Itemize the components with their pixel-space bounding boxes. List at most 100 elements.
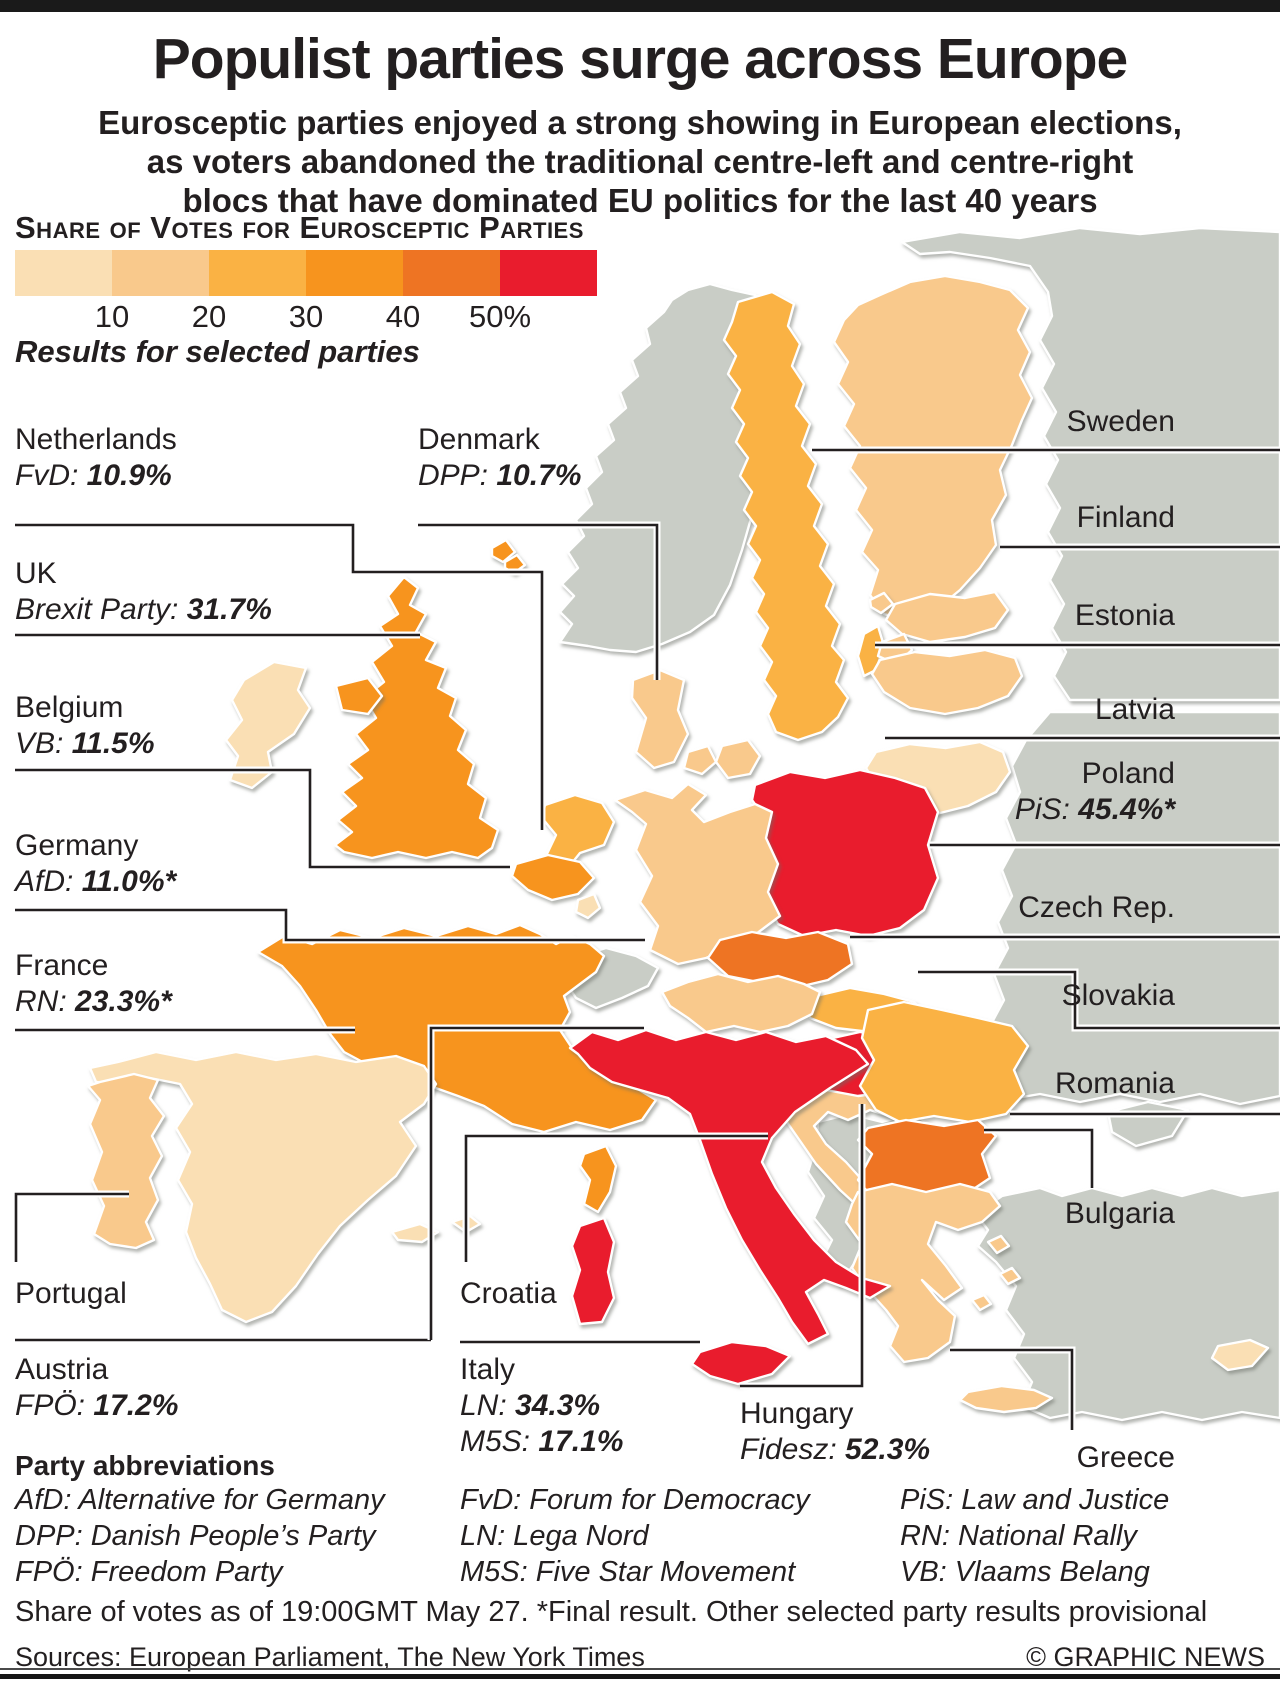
map-shetland	[490, 538, 517, 564]
map-romania	[858, 1000, 1030, 1124]
map-zealand	[714, 738, 762, 780]
legend-tick-50: 50%	[468, 299, 532, 334]
map-uk	[333, 575, 500, 860]
map-crimea	[1106, 1100, 1190, 1148]
party-result: M5S: 17.1%	[460, 1425, 624, 1458]
label-denmark: Denmark DPP: 10.7%	[418, 422, 581, 494]
label-germany: Germany AfD: 11.0%*	[15, 828, 176, 900]
country-name: Hungary	[740, 1397, 854, 1430]
non-eu-countries	[558, 226, 1280, 1422]
country-name: Netherlands	[15, 423, 177, 456]
map-northern-ireland	[334, 676, 384, 716]
leader-denmark	[418, 523, 659, 680]
leader-portugal	[14, 1192, 129, 1262]
bottom-rule-thick	[0, 1674, 1280, 1679]
map-latvia	[870, 648, 1024, 716]
map-estonia	[884, 590, 1010, 644]
party-result: Brexit Party: 31.7%	[15, 593, 272, 626]
legend-swatch-10-20	[112, 250, 209, 296]
map-germany	[613, 782, 782, 966]
leader-germany	[15, 908, 645, 942]
subtitle-line-2: as voters abandoned the traditional cent…	[146, 143, 1134, 180]
party-result: DPP: 10.7%	[418, 459, 582, 492]
label-finland: Finland	[1076, 501, 1175, 534]
label-bulgaria: Bulgaria	[1064, 1197, 1175, 1230]
map-aegean-island	[970, 1293, 993, 1312]
credit: © GRAPHIC NEWS	[1026, 1642, 1265, 1672]
party-result: Fidesz: 52.3%	[740, 1433, 931, 1466]
leader-lines	[12, 446, 1280, 1430]
legend-tick-10: 10	[94, 299, 130, 334]
abbreviation: RN: National Rally	[900, 1520, 1137, 1552]
label-greece: Greece	[1076, 1441, 1175, 1474]
label-belgium: Belgium VB: 11.5%	[15, 690, 155, 762]
legend-swatch-20-30	[209, 250, 306, 296]
map-aland	[868, 591, 895, 615]
page-title: Populist parties surge across Europe	[152, 27, 1128, 91]
legend-tick-40: 40	[385, 299, 421, 334]
subtitle-line-1: Eurosceptic parties enjoyed a strong sho…	[98, 104, 1182, 141]
map-crete	[958, 1384, 1054, 1414]
map-russia	[900, 226, 1280, 702]
legend-swatch-40-50	[403, 250, 500, 296]
country-name: Italy	[460, 1353, 516, 1386]
label-netherlands: Netherlands FvD: 10.9%	[15, 422, 177, 494]
label-portugal: Portugal	[15, 1276, 127, 1312]
party-result: AfD: 11.0%*	[15, 865, 177, 898]
map-corsica	[578, 1144, 618, 1214]
abbreviations-heading: Party abbreviations	[15, 1450, 275, 1481]
legend-title: Share of Votes for Eurosceptic Parties	[15, 210, 584, 245]
country-name: Croatia	[460, 1277, 557, 1310]
abbreviation: DPP: Danish People’s Party	[15, 1520, 376, 1552]
map-sardinia	[570, 1216, 616, 1326]
top-bar	[0, 0, 1280, 12]
map-cyprus	[1210, 1338, 1270, 1372]
map-luxembourg	[574, 892, 602, 920]
country-name: Germany	[15, 829, 139, 862]
label-romania: Romania	[1054, 1067, 1175, 1100]
country-name: UK	[15, 557, 57, 590]
label-sweden: Sweden	[1066, 405, 1175, 438]
country-name: Belgium	[15, 691, 124, 724]
label-poland: Poland PiS: 45.4%*	[1014, 757, 1175, 826]
abbreviations-column-2: FvD: Forum for Democracy LN: Lega Nord M…	[460, 1482, 810, 1590]
label-estonia: Estonia	[1074, 599, 1175, 632]
country-name: Portugal	[15, 1277, 127, 1310]
leader-bulgaria	[984, 1128, 1094, 1188]
country-name: France	[15, 949, 109, 982]
label-latvia: Latvia	[1094, 693, 1175, 726]
country-name: Austria	[15, 1353, 109, 1386]
map-sweden	[722, 290, 850, 742]
label-france: France RN: 23.3%*	[15, 948, 172, 1020]
leader-hungary	[740, 1104, 864, 1388]
label-croatia: Croatia	[460, 1276, 557, 1312]
party-result: VB: 11.5%	[15, 727, 155, 760]
map-czech	[706, 930, 854, 990]
map-aegean-island	[998, 1266, 1022, 1286]
label-austria: Austria FPÖ: 17.2%	[15, 1352, 178, 1424]
leader-croatia	[464, 1134, 768, 1262]
map-greece	[844, 1182, 1002, 1364]
map-italy	[568, 1028, 892, 1346]
footnote: Share of votes as of 19:00GMT May 27. *F…	[15, 1596, 1208, 1628]
party-result: FvD: 10.9%	[15, 459, 172, 492]
map-spain	[88, 1050, 438, 1324]
map-funen	[682, 744, 718, 776]
abbreviation: LN: Lega Nord	[460, 1520, 649, 1552]
abbreviation: PiS: Law and Justice	[900, 1484, 1170, 1516]
party-result: RN: 23.3%*	[15, 985, 172, 1018]
party-result: PiS: 45.4%*	[1014, 793, 1175, 826]
legend-tick-20: 20	[191, 299, 227, 334]
country-name: Denmark	[418, 423, 540, 456]
label-hungary: Hungary Fidesz: 52.3%	[740, 1396, 930, 1468]
legend-tick-30: 30	[288, 299, 324, 334]
abbreviation: VB: Vlaams Belang	[900, 1556, 1150, 1588]
legend-swatch-30-40	[306, 250, 403, 296]
leader-belgium	[15, 768, 510, 869]
map-denmark	[630, 668, 690, 770]
abbreviations-column-1: AfD: Alternative for Germany DPP: Danish…	[15, 1482, 385, 1590]
leader-italy	[429, 1026, 644, 1340]
leader-slovakia	[918, 970, 1280, 1030]
